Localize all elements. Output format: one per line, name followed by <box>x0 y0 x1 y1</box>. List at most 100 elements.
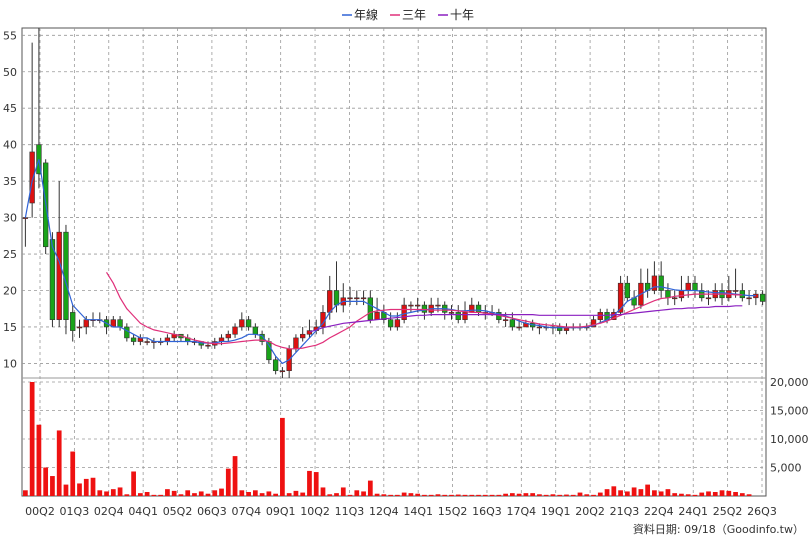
volume-bar <box>381 494 387 496</box>
volume-bar <box>198 491 204 496</box>
volume-bar <box>597 492 603 496</box>
candle-body <box>333 290 340 306</box>
volume-bar <box>733 492 738 496</box>
volume-bar <box>246 492 251 496</box>
volume-bar <box>300 492 306 496</box>
candle-body <box>557 326 563 331</box>
volume-bar <box>645 484 651 496</box>
candle-body <box>300 333 306 339</box>
volume-tick-label: 20,000 <box>770 376 808 389</box>
volume-bar <box>334 493 339 496</box>
candle-body <box>374 312 380 320</box>
candle-body <box>360 297 367 300</box>
volume-bar <box>543 494 549 496</box>
price-tick-label: 40 <box>3 139 17 152</box>
candle-body <box>232 326 238 335</box>
candle-body <box>56 231 62 320</box>
candle-body <box>252 326 259 335</box>
candle-body <box>22 217 29 219</box>
candle-body <box>225 333 231 339</box>
candle-body <box>367 297 373 320</box>
volume-bar <box>449 494 454 496</box>
volume-bar <box>185 490 191 496</box>
candle-body <box>624 282 631 299</box>
volume-bar <box>530 493 536 496</box>
grid <box>21 27 767 497</box>
volume-bar <box>577 492 583 496</box>
legend-label: 三年 <box>402 8 426 22</box>
candle-body <box>455 312 461 320</box>
x-tick-label: 25Q2 <box>713 505 743 518</box>
volume-bar <box>476 494 481 496</box>
x-tick-label: 04Q1 <box>128 505 158 518</box>
candle-body <box>144 341 150 343</box>
volume-bar <box>422 494 427 496</box>
price-tick-label: 20 <box>3 285 17 298</box>
volume-bar <box>367 480 373 496</box>
x-tick-label: 09Q1 <box>266 505 296 518</box>
volume-bar <box>23 490 28 496</box>
candle-body <box>387 319 394 328</box>
volume-bar <box>90 477 96 496</box>
volume-bar <box>509 493 515 496</box>
volume-bar <box>638 489 644 496</box>
candle-body <box>665 290 671 299</box>
volume-bar <box>151 494 157 496</box>
volume-bar <box>496 494 502 496</box>
x-tick-label: 15Q2 <box>438 505 468 518</box>
volume-bar <box>652 490 657 496</box>
x-tick-label: 00Q2 <box>25 505 55 518</box>
volume-bar <box>516 493 522 496</box>
volume-bar <box>624 491 630 496</box>
volume-bar <box>104 491 109 496</box>
volume-bar <box>158 494 164 496</box>
volume-bar <box>699 492 705 496</box>
candle-body <box>49 239 56 320</box>
volume-bar <box>43 467 49 496</box>
axes: 10 15 20 25 30 35 40 45 50 55 5,000 10,000 15,000 20,… <box>3 29 808 518</box>
volume-bar <box>110 489 116 496</box>
volume-bar <box>388 494 393 496</box>
legend-label: 年線 <box>354 7 378 22</box>
candle-body <box>408 304 414 307</box>
volume-bar <box>719 490 725 496</box>
volume-bar <box>178 494 184 496</box>
volume-bar <box>219 488 224 496</box>
volume-bar <box>415 493 421 496</box>
x-tick-label: 24Q1 <box>678 505 708 518</box>
volume-bar <box>537 494 542 496</box>
x-tick-label: 06Q3 <box>197 505 227 518</box>
volume-bar <box>401 492 407 496</box>
moving-average-lines <box>24 159 756 365</box>
candle-body <box>746 297 752 300</box>
volume-tick-label: 10,000 <box>770 433 808 446</box>
volume-tick-label: 15,000 <box>770 405 808 418</box>
candle-body <box>272 359 279 372</box>
candle-body <box>469 304 475 313</box>
x-tick-label: 01Q3 <box>60 505 90 518</box>
candle-body <box>509 319 516 328</box>
volume-bar <box>307 470 312 496</box>
candle-body <box>130 337 137 342</box>
candle-body <box>705 297 712 300</box>
candlesticks <box>22 28 766 378</box>
volume-bar <box>503 493 508 496</box>
volume-bar <box>685 494 691 496</box>
volume-bar <box>395 494 400 496</box>
price-tick-label: 10 <box>3 357 17 370</box>
candle-body <box>76 326 83 329</box>
candle-body <box>29 151 35 204</box>
volume-tick-label: 5,000 <box>770 462 802 475</box>
volume-bar <box>570 494 576 496</box>
volume-bar <box>239 490 245 496</box>
volume-bar <box>70 451 76 496</box>
candle-body <box>259 333 265 342</box>
volume-bar <box>327 494 333 496</box>
price-tick-label: 15 <box>3 321 17 334</box>
candle-body <box>672 297 678 300</box>
candle-body <box>421 304 428 313</box>
candle-body <box>678 290 685 299</box>
candle-body <box>279 370 286 373</box>
candle-body <box>732 290 739 292</box>
